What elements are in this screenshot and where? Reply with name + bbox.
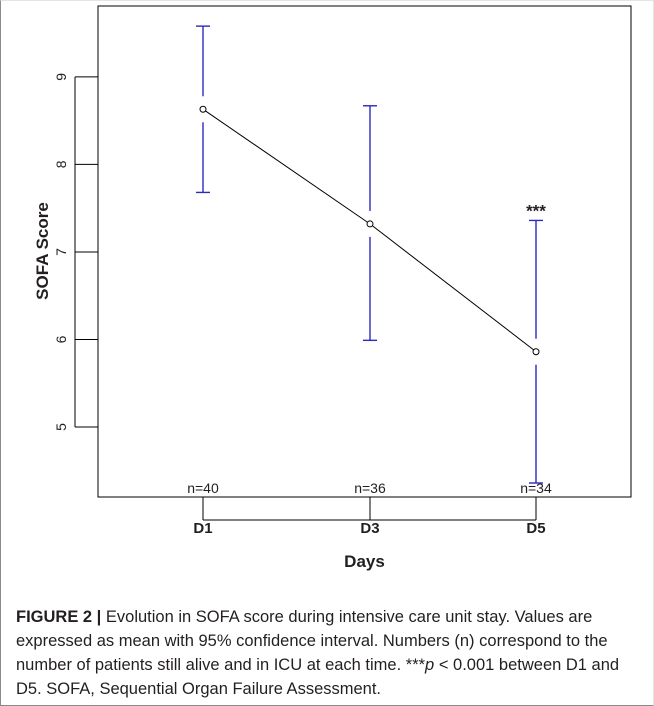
- y-tick-label-8: 8: [53, 160, 69, 168]
- significance-annotation: ***: [526, 201, 546, 220]
- caption-figure-label: FIGURE 2 |: [16, 608, 102, 626]
- sofa-score-chart: 5 6 7 8 9 D1 D3 D5 n=40 n=36 n=34 *** Days SOFA …: [33, 5, 632, 571]
- y-tick-label-6: 6: [53, 335, 69, 343]
- figure-caption: FIGURE 2 | Evolution in SOFA score durin…: [16, 605, 646, 701]
- series-segment-D1-D3: [205, 110, 368, 223]
- caption-text-part2: < 0.001 between D1 and D5. SOFA, Sequent…: [16, 656, 620, 698]
- x-tick-label-D3: D3: [360, 520, 379, 537]
- data-point-D5: [532, 348, 540, 356]
- data-point-D3: [366, 220, 374, 228]
- y-tick-label-5: 5: [53, 423, 69, 431]
- caption-p-symbol: p: [425, 656, 435, 674]
- caption-text-part1: Evolution in SOFA score during intensive…: [16, 608, 608, 674]
- plot-frame: [97, 5, 632, 498]
- n-label-D3: n=36: [354, 480, 386, 496]
- y-axis-title: SOFA Score: [33, 202, 52, 300]
- n-label-D1: n=40: [187, 480, 219, 496]
- series-segment-D3-D5: [372, 225, 534, 351]
- x-axis: D1 D3 D5: [193, 497, 546, 537]
- x-axis-title: Days: [344, 552, 385, 571]
- y-tick-label-7: 7: [53, 248, 69, 256]
- annotations: ***: [526, 201, 546, 220]
- errorbars: [196, 25, 543, 484]
- n-label-D5: n=34: [520, 480, 552, 496]
- y-tick-label-9: 9: [53, 73, 69, 81]
- series-line: [199, 105, 540, 356]
- x-tick-label-D1: D1: [193, 520, 212, 537]
- data-point-D1: [199, 105, 207, 113]
- n-labels: n=40 n=36 n=34: [187, 480, 552, 496]
- y-axis: 5 6 7 8 9: [53, 73, 98, 431]
- x-tick-label-D5: D5: [526, 520, 545, 537]
